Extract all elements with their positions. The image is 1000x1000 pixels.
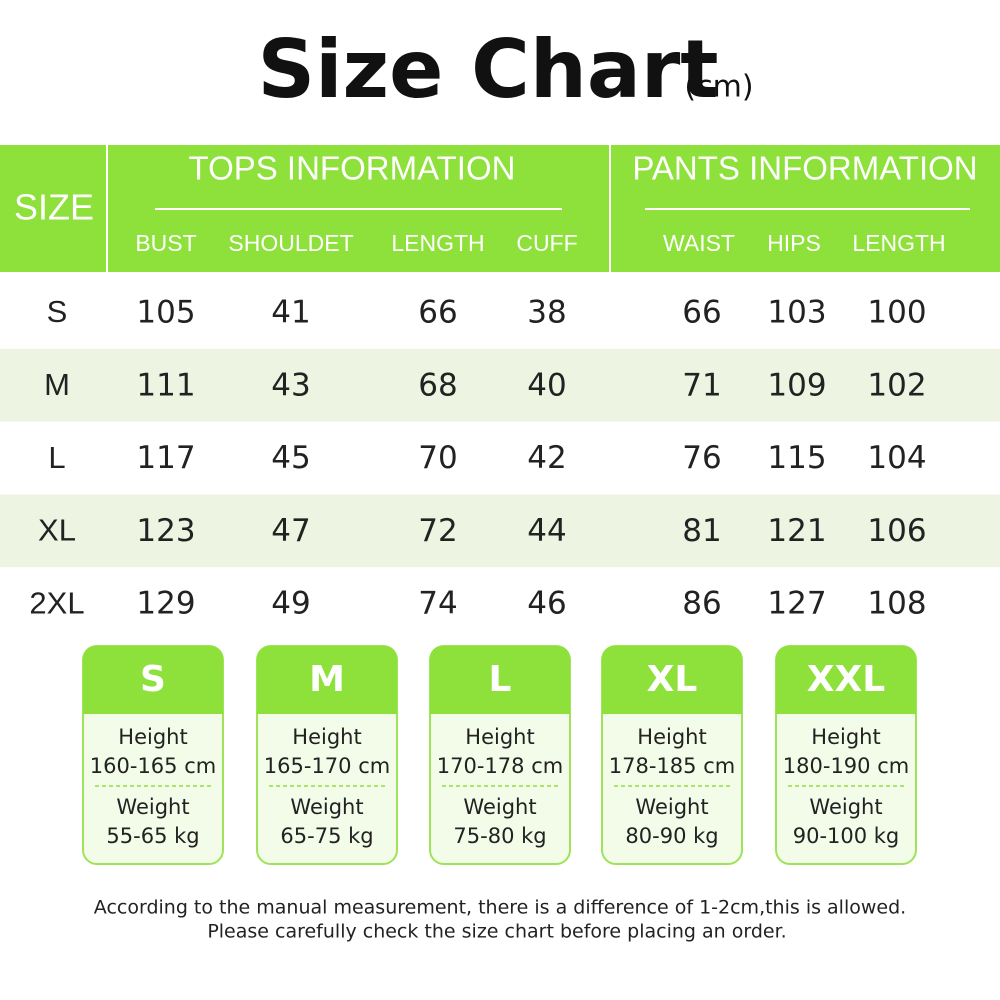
weight-label: Weight <box>290 795 363 819</box>
column-header: BUST <box>135 230 196 256</box>
height-label: Height <box>811 725 880 749</box>
row-band <box>0 348 1000 422</box>
cell: 127 <box>767 586 826 622</box>
cell: 103 <box>767 295 826 331</box>
height: 160-165 cm <box>90 754 216 778</box>
column-header: WAIST <box>663 230 735 256</box>
cell: 121 <box>767 513 826 549</box>
cell: 111 <box>136 367 195 403</box>
card-size: XXL <box>807 659 885 700</box>
tops-header: TOPS INFORMATION <box>189 150 516 187</box>
card-top <box>430 646 570 714</box>
cell: 105 <box>136 295 195 331</box>
height-label: Height <box>465 725 534 749</box>
cell: 72 <box>418 513 457 549</box>
cell: 70 <box>418 440 457 476</box>
card-size: L <box>489 659 512 700</box>
cell: 100 <box>867 295 926 331</box>
cell: 117 <box>136 440 195 476</box>
column-header: CUFF <box>516 230 577 256</box>
cell: 66 <box>418 295 457 331</box>
size-header: SIZE <box>14 187 94 228</box>
cell: 40 <box>527 367 566 403</box>
cell: 108 <box>867 586 926 622</box>
card-size: M <box>309 659 345 700</box>
size-label: XL <box>38 513 76 548</box>
note: Please carefully check the size chart be… <box>207 921 786 943</box>
weight: 55-65 kg <box>106 824 199 848</box>
size-label: M <box>44 367 70 402</box>
cell: 42 <box>527 440 566 476</box>
note: According to the manual measurement, the… <box>94 897 906 919</box>
height: 180-190 cm <box>783 754 909 778</box>
cell: 68 <box>418 367 457 403</box>
column-header: SHOULDET <box>228 230 353 256</box>
cell: 41 <box>271 295 310 331</box>
weight-label: Weight <box>635 795 708 819</box>
height-label: Height <box>292 725 361 749</box>
cell: 43 <box>271 367 310 403</box>
cell: 106 <box>867 513 926 549</box>
size-label: L <box>48 440 65 475</box>
cell: 45 <box>271 440 310 476</box>
cell: 38 <box>527 295 566 331</box>
cell: 66 <box>682 295 721 331</box>
cell: 76 <box>682 440 721 476</box>
height: 170-178 cm <box>437 754 563 778</box>
unit: (cm) <box>684 70 753 105</box>
weight-label: Weight <box>809 795 882 819</box>
cell: 44 <box>527 513 566 549</box>
card-top <box>602 646 742 714</box>
cell: 123 <box>136 513 195 549</box>
weight: 75-80 kg <box>453 824 546 848</box>
column-header: LENGTH <box>852 230 945 256</box>
card-top <box>257 646 397 714</box>
cell: 81 <box>682 513 721 549</box>
card-size: XL <box>647 659 698 700</box>
weight-label: Weight <box>463 795 536 819</box>
pants-header: PANTS INFORMATION <box>632 150 977 187</box>
cell: 46 <box>527 586 566 622</box>
cell: 102 <box>867 367 926 403</box>
cell: 47 <box>271 513 310 549</box>
weight: 65-75 kg <box>280 824 373 848</box>
row-band <box>0 494 1000 568</box>
weight: 80-90 kg <box>625 824 718 848</box>
cell: 109 <box>767 367 826 403</box>
size-label: S <box>47 294 68 329</box>
cell: 86 <box>682 586 721 622</box>
cell: 74 <box>418 586 457 622</box>
height: 178-185 cm <box>609 754 735 778</box>
cell: 49 <box>271 586 310 622</box>
cell: 71 <box>682 367 721 403</box>
title: Size Chart <box>257 23 718 116</box>
size-label: 2XL <box>29 585 84 620</box>
card-size: S <box>140 659 166 700</box>
cell: 115 <box>767 440 826 476</box>
cell: 104 <box>867 440 926 476</box>
column-header: LENGTH <box>391 230 484 256</box>
card-top <box>83 646 223 714</box>
weight: 90-100 kg <box>793 824 900 848</box>
cell: 129 <box>136 586 195 622</box>
height: 165-170 cm <box>264 754 390 778</box>
card-top <box>776 646 916 714</box>
height-label: Height <box>118 725 187 749</box>
height-label: Height <box>637 725 706 749</box>
weight-label: Weight <box>116 795 189 819</box>
column-header: HIPS <box>767 230 821 256</box>
